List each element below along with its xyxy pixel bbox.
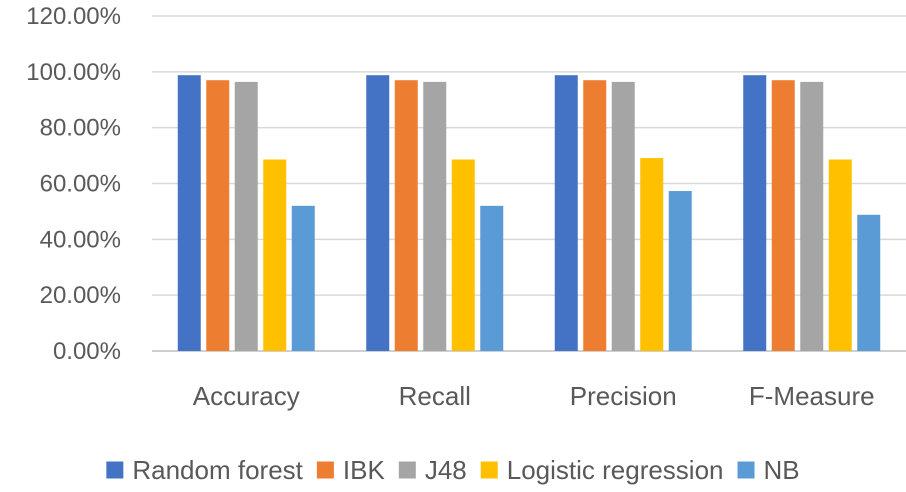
x-category-label: Precision <box>570 381 677 411</box>
legend-swatch <box>106 461 124 479</box>
bar-logistic-regression-f-measure <box>828 159 852 351</box>
legend-label: J48 <box>425 455 467 485</box>
bar-j48-accuracy <box>234 81 258 351</box>
x-axis-categories: Accuracy Recall Precision F-Measure <box>193 381 875 411</box>
bar-random-forest-precision <box>554 75 578 351</box>
y-tick-label: 0.00% <box>53 338 121 365</box>
y-tick-label: 120.00% <box>26 3 121 30</box>
bar-logistic-regression-precision <box>640 158 664 351</box>
bar-nb-f-measure <box>857 214 881 351</box>
legend-swatch <box>737 461 755 479</box>
legend-label: Logistic regression <box>507 455 724 485</box>
legend-item: NB <box>737 455 800 485</box>
legend-item: IBK <box>316 455 386 485</box>
bar-ibk-precision <box>583 80 607 351</box>
legend-label: Random forest <box>132 455 303 485</box>
x-category-label: Accuracy <box>193 381 300 411</box>
bar-random-forest-recall <box>366 75 390 351</box>
bar-random-forest-f-measure <box>743 75 767 351</box>
legend-swatch <box>398 461 416 479</box>
y-tick-label: 40.00% <box>40 226 121 253</box>
bar-ibk-accuracy <box>206 80 230 351</box>
y-axis-ticks: 0.00% 20.00% 40.00% 60.00% 80.00% 100.00% 120.… <box>26 3 121 365</box>
legend-label: IBK <box>343 455 386 485</box>
legend: Random forest IBK J48 Logistic regression NB <box>106 455 800 485</box>
bar-ibk-f-measure <box>771 80 795 351</box>
bar-nb-recall <box>480 205 504 351</box>
y-tick-label: 100.00% <box>26 59 121 86</box>
legend-swatch <box>316 461 334 479</box>
bar-nb-accuracy <box>291 205 315 351</box>
bar-j48-f-measure <box>800 81 824 351</box>
bar-logistic-regression-recall <box>451 159 475 351</box>
y-tick-label: 60.00% <box>40 171 121 198</box>
x-category-label: F-Measure <box>749 381 875 411</box>
bar-nb-precision <box>668 191 692 351</box>
legend-item: J48 <box>398 455 467 485</box>
bar-random-forest-accuracy <box>177 75 201 351</box>
legend-label: NB <box>764 455 800 485</box>
bar-j48-recall <box>423 81 447 351</box>
legend-swatch <box>480 461 498 479</box>
x-category-label: Recall <box>399 381 471 411</box>
legend-item: Random forest <box>106 455 304 485</box>
bar-j48-precision <box>611 81 635 351</box>
bars <box>177 75 881 351</box>
bar-ibk-recall <box>394 80 418 351</box>
y-tick-label: 80.00% <box>40 115 121 142</box>
bar-logistic-regression-accuracy <box>263 159 287 351</box>
y-tick-label: 20.00% <box>40 282 121 309</box>
legend-item: Logistic regression <box>480 455 724 485</box>
